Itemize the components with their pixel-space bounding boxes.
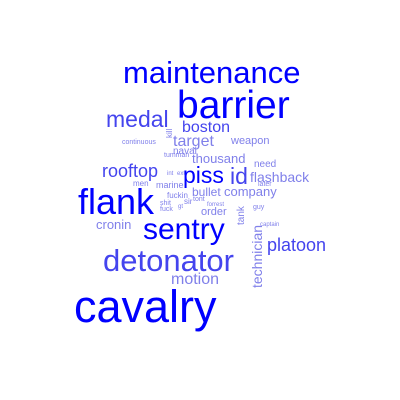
word-bullet: bullet bbox=[192, 185, 221, 199]
word-cavalry: cavalry bbox=[74, 281, 217, 332]
word-fuck: fuck bbox=[160, 206, 173, 213]
word-medal: medal bbox=[106, 106, 169, 132]
word-ext: ext bbox=[177, 171, 186, 177]
word-cronin: cronin bbox=[96, 217, 132, 232]
word-id: id bbox=[230, 163, 248, 189]
word-order: order bbox=[201, 206, 227, 218]
word-naval: naval bbox=[173, 146, 197, 157]
word-flashback: flashback bbox=[250, 169, 310, 185]
word-shit: shit bbox=[160, 200, 171, 207]
word-weapon: weapon bbox=[231, 135, 270, 147]
word-rooftop: rooftop bbox=[102, 161, 159, 181]
word-sir: sir bbox=[184, 197, 193, 206]
word-gt: gt bbox=[178, 204, 184, 210]
word-company: company bbox=[224, 184, 277, 199]
word-forrest: forrest bbox=[207, 202, 225, 208]
word-target: target bbox=[173, 133, 214, 150]
word-int: int bbox=[167, 171, 174, 177]
word-boston: boston bbox=[182, 119, 231, 136]
word-technician: technician bbox=[249, 224, 265, 288]
word-marine: marine bbox=[156, 180, 184, 190]
word-platoon: platoon bbox=[267, 235, 327, 255]
word-sentry: sentry bbox=[143, 213, 225, 246]
word-fuckin: fuckin bbox=[167, 191, 188, 200]
word-motion: motion bbox=[171, 271, 220, 288]
word-flank: flank bbox=[78, 181, 155, 222]
word-men: men bbox=[133, 179, 149, 188]
word-piss: piss bbox=[183, 162, 224, 188]
word-later: later bbox=[258, 181, 272, 188]
word-barrier: barrier bbox=[177, 84, 290, 127]
word-tank: tank bbox=[236, 206, 247, 225]
word-thousand: thousand bbox=[192, 151, 246, 166]
word-tumman: tumman bbox=[164, 152, 190, 159]
word-need: need bbox=[254, 159, 277, 170]
word-captain: captain bbox=[260, 222, 280, 228]
word-continuous: continuous bbox=[122, 139, 156, 146]
word-maintenance: maintenance bbox=[123, 55, 301, 90]
word-tont: tont bbox=[193, 196, 205, 203]
word-guy: guy bbox=[253, 204, 265, 211]
word-detonator: detonator bbox=[103, 243, 234, 278]
